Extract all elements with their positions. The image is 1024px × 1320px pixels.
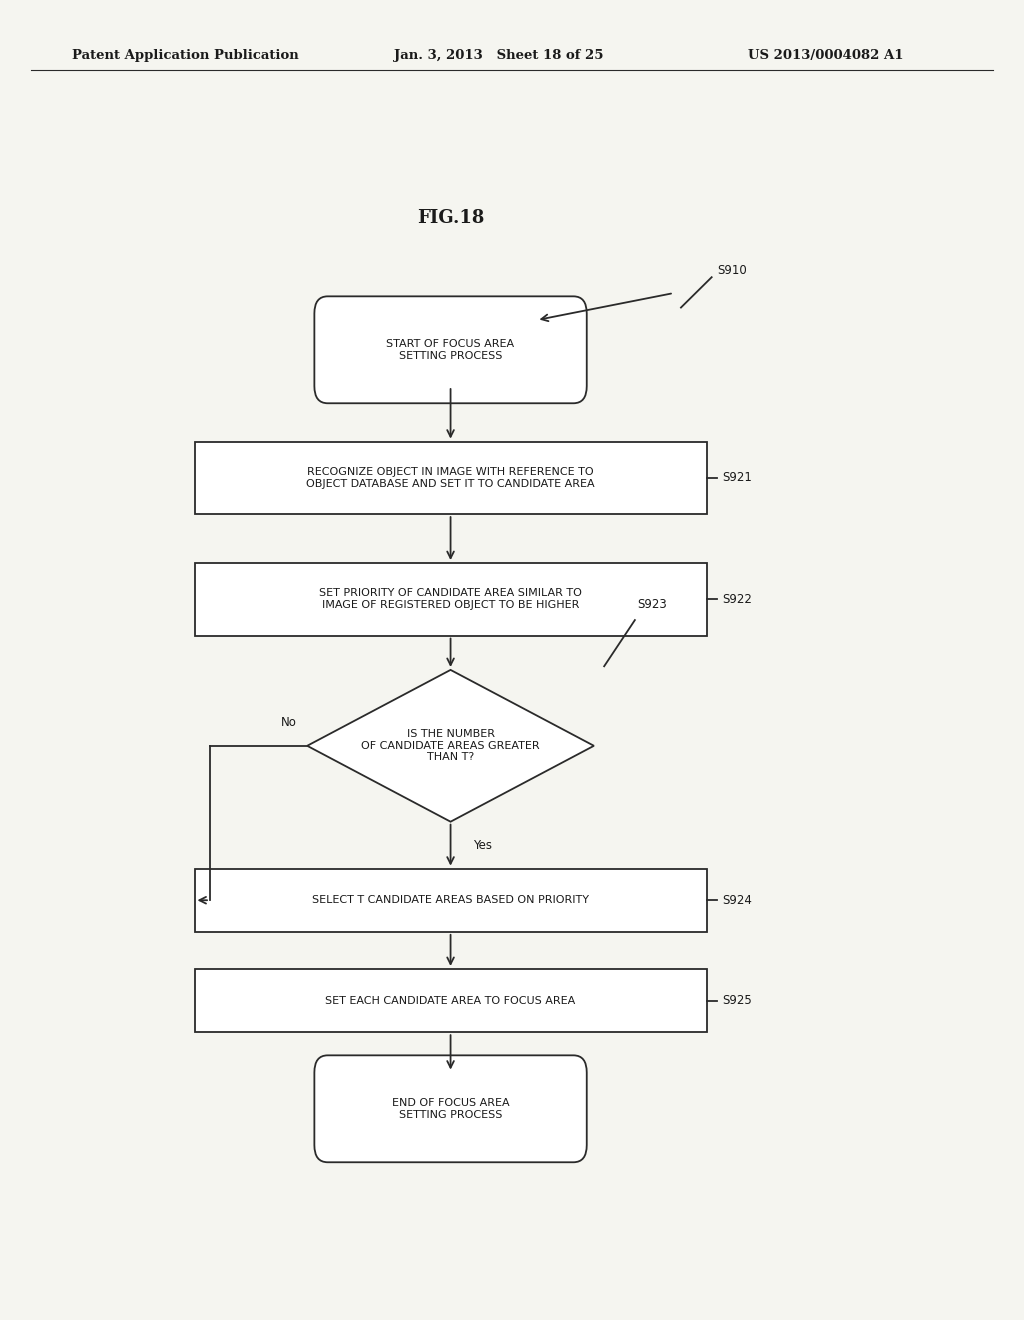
Text: SET PRIORITY OF CANDIDATE AREA SIMILAR TO
IMAGE OF REGISTERED OBJECT TO BE HIGHE: SET PRIORITY OF CANDIDATE AREA SIMILAR T…	[319, 589, 582, 610]
Text: IS THE NUMBER
OF CANDIDATE AREAS GREATER
THAN T?: IS THE NUMBER OF CANDIDATE AREAS GREATER…	[361, 729, 540, 763]
Text: S921: S921	[722, 471, 752, 484]
Text: SELECT T CANDIDATE AREAS BASED ON PRIORITY: SELECT T CANDIDATE AREAS BASED ON PRIORI…	[312, 895, 589, 906]
Text: No: No	[281, 715, 297, 729]
Text: S924: S924	[722, 894, 752, 907]
Text: US 2013/0004082 A1: US 2013/0004082 A1	[748, 49, 903, 62]
Text: Jan. 3, 2013   Sheet 18 of 25: Jan. 3, 2013 Sheet 18 of 25	[394, 49, 604, 62]
Bar	[195, 969, 707, 1032]
Text: S925: S925	[722, 994, 752, 1007]
Bar	[195, 869, 707, 932]
FancyBboxPatch shape	[314, 297, 587, 404]
Text: FIG.18: FIG.18	[417, 209, 484, 227]
Bar	[195, 562, 707, 635]
Bar	[195, 441, 707, 513]
Text: END OF FOCUS AREA
SETTING PROCESS: END OF FOCUS AREA SETTING PROCESS	[392, 1098, 509, 1119]
Text: Yes: Yes	[473, 838, 493, 851]
Polygon shape	[307, 671, 594, 821]
Text: SET EACH CANDIDATE AREA TO FOCUS AREA: SET EACH CANDIDATE AREA TO FOCUS AREA	[326, 995, 575, 1006]
Text: Patent Application Publication: Patent Application Publication	[72, 49, 298, 62]
Text: S910: S910	[717, 264, 746, 277]
FancyBboxPatch shape	[314, 1056, 587, 1162]
Text: START OF FOCUS AREA
SETTING PROCESS: START OF FOCUS AREA SETTING PROCESS	[386, 339, 515, 360]
Text: RECOGNIZE OBJECT IN IMAGE WITH REFERENCE TO
OBJECT DATABASE AND SET IT TO CANDID: RECOGNIZE OBJECT IN IMAGE WITH REFERENCE…	[306, 467, 595, 488]
Text: S923: S923	[637, 598, 667, 611]
Text: S922: S922	[722, 593, 752, 606]
